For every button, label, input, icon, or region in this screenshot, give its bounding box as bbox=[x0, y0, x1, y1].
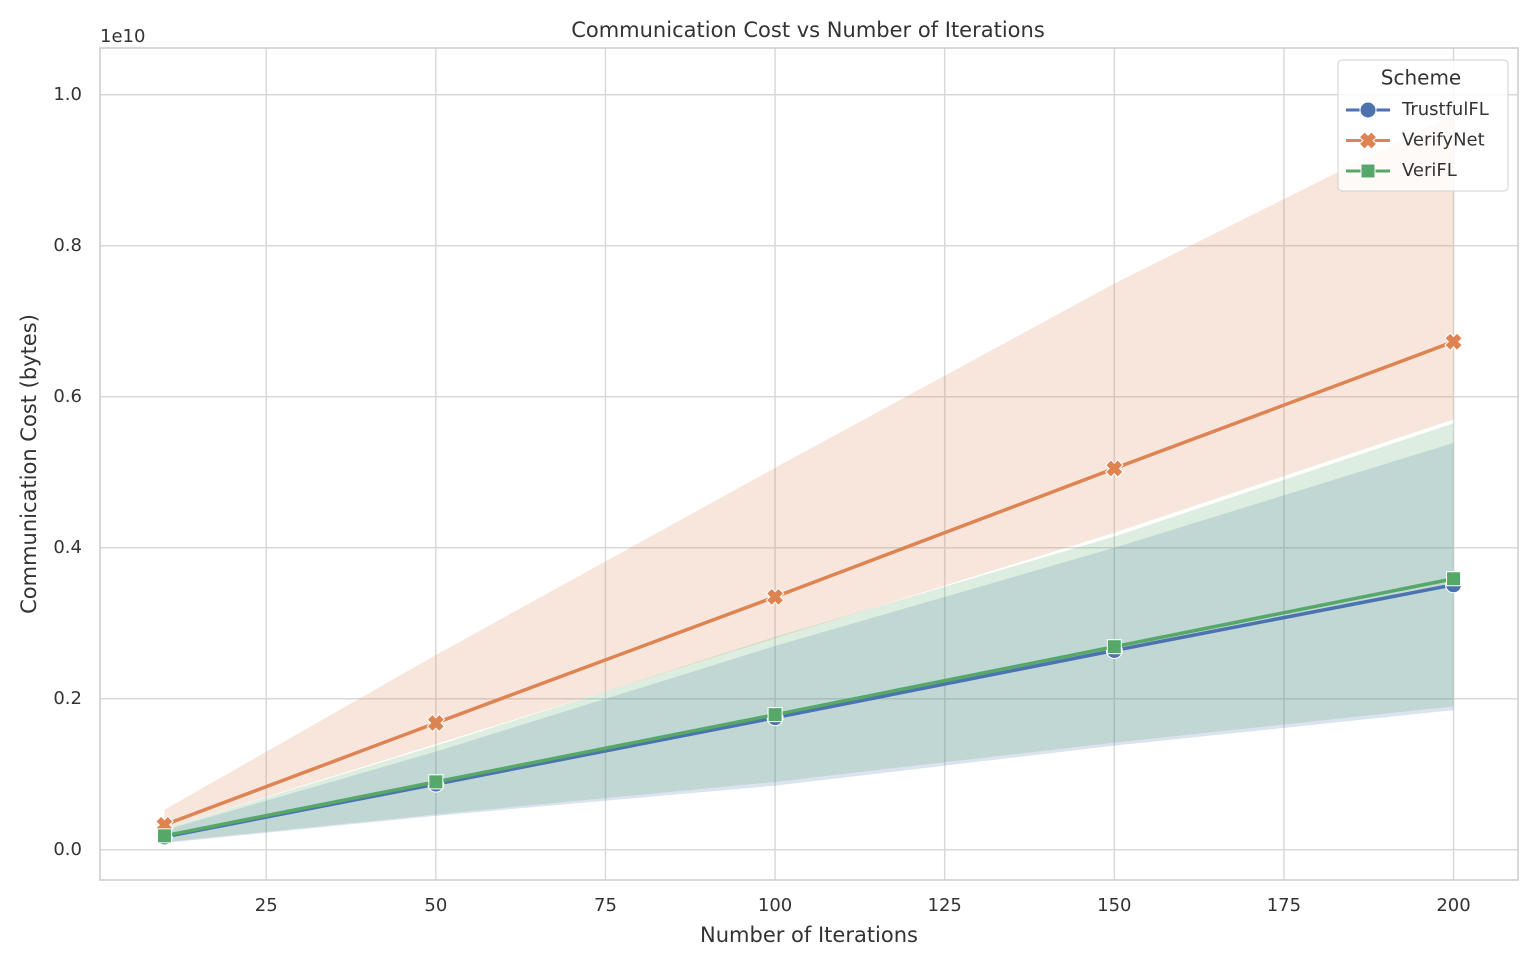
confidence-band bbox=[164, 423, 1454, 843]
marker bbox=[1106, 639, 1122, 655]
y-tick-label: 0.2 bbox=[53, 688, 82, 709]
marker bbox=[426, 713, 446, 733]
confidence-band bbox=[164, 114, 1454, 829]
plot-frame bbox=[99, 47, 1519, 881]
x-tick-label: 50 bbox=[424, 895, 447, 916]
legend-label: TrustfulFL bbox=[1401, 99, 1489, 120]
legend: Scheme TrustfulFL VerifyNet VeriFL bbox=[1337, 59, 1509, 192]
x-tick-label: 100 bbox=[758, 895, 792, 916]
x-tick-label: 200 bbox=[1436, 895, 1470, 916]
legend-label: VeriFL bbox=[1402, 160, 1457, 181]
marker bbox=[156, 828, 172, 844]
confidence-band bbox=[164, 442, 1454, 844]
y-tick-label: 0.0 bbox=[53, 839, 82, 860]
legend-box bbox=[1337, 59, 1509, 192]
offset-label: 1e10 bbox=[100, 26, 145, 47]
y-tick-label: 0.4 bbox=[53, 537, 82, 558]
marker bbox=[1359, 101, 1377, 119]
x-tick-label: 75 bbox=[594, 895, 617, 916]
x-tick-label: 25 bbox=[255, 895, 278, 916]
y-tick-label: 0.8 bbox=[53, 235, 82, 256]
x-tick-label: 175 bbox=[1267, 895, 1301, 916]
y-axis-label: Communication Cost (bytes) bbox=[17, 314, 41, 614]
marker bbox=[1360, 163, 1376, 179]
legend-title: Scheme bbox=[1381, 66, 1461, 90]
marker bbox=[1446, 571, 1462, 587]
y-tick-label: 1.0 bbox=[53, 84, 82, 105]
x-axis-label: Number of Iterations bbox=[700, 923, 918, 947]
marker bbox=[765, 587, 785, 607]
marker bbox=[428, 774, 444, 790]
marker bbox=[1105, 459, 1124, 478]
marker bbox=[1444, 332, 1463, 351]
x-tick-label: 150 bbox=[1097, 895, 1131, 916]
marker bbox=[767, 707, 783, 723]
marker bbox=[1358, 131, 1378, 150]
x-tick-label: 125 bbox=[928, 895, 962, 916]
chart-title: Communication Cost vs Number of Iteratio… bbox=[571, 18, 1045, 42]
legend-label: VerifyNet bbox=[1402, 130, 1485, 151]
y-tick-label: 0.6 bbox=[53, 386, 82, 407]
